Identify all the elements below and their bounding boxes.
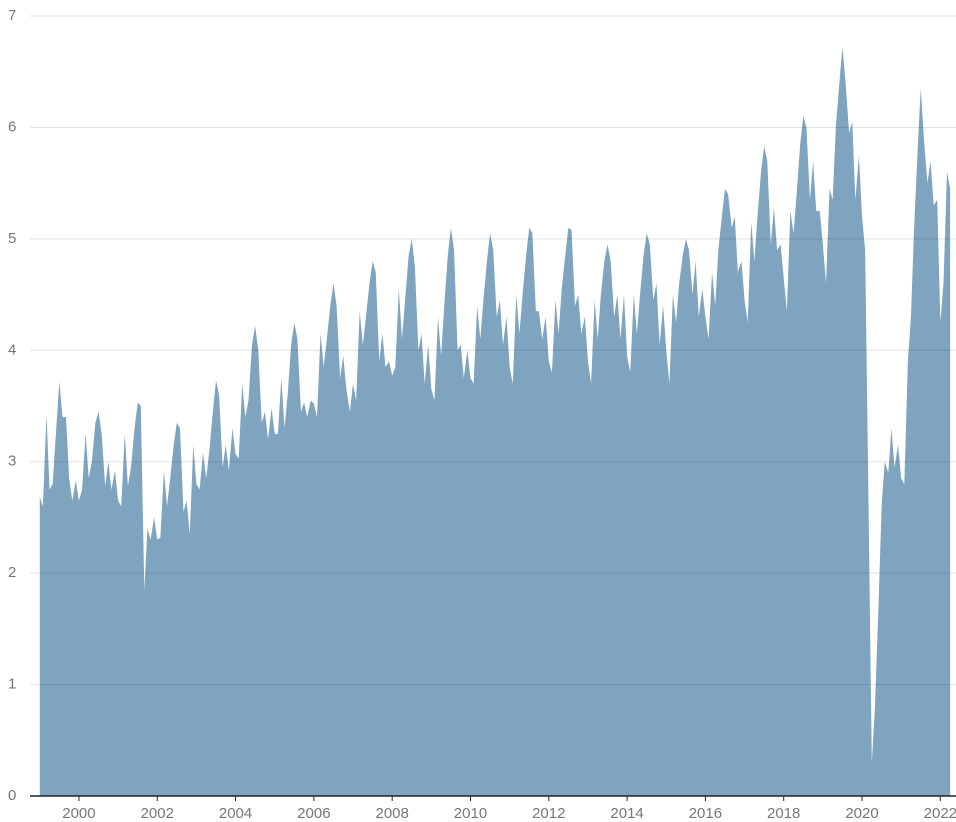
y-tick-label: 1 bbox=[8, 676, 16, 693]
y-tick-label: 7 bbox=[8, 7, 16, 24]
y-tick-label: 3 bbox=[8, 453, 16, 470]
y-tick-label: 5 bbox=[8, 230, 16, 247]
x-tick-label: 2020 bbox=[845, 805, 878, 822]
x-tick-label: 2008 bbox=[375, 805, 408, 822]
x-tick-label: 2000 bbox=[62, 805, 95, 822]
x-tick-label: 2004 bbox=[219, 805, 252, 822]
x-tick-label: 2012 bbox=[532, 805, 565, 822]
y-tick-label: 4 bbox=[8, 341, 16, 358]
x-tick-label: 2014 bbox=[610, 805, 643, 822]
y-tick-label: 2 bbox=[8, 564, 16, 581]
x-tick-label: 2006 bbox=[297, 805, 330, 822]
x-tick-label: 2016 bbox=[689, 805, 722, 822]
x-tick-label: 2018 bbox=[767, 805, 800, 822]
y-tick-label: 0 bbox=[8, 787, 16, 804]
area bbox=[39, 47, 951, 796]
x-tick-label: 2002 bbox=[141, 805, 174, 822]
y-tick-label: 6 bbox=[8, 118, 16, 135]
x-tick-label: 2022 bbox=[924, 805, 956, 822]
x-tick-label: 2010 bbox=[454, 805, 487, 822]
